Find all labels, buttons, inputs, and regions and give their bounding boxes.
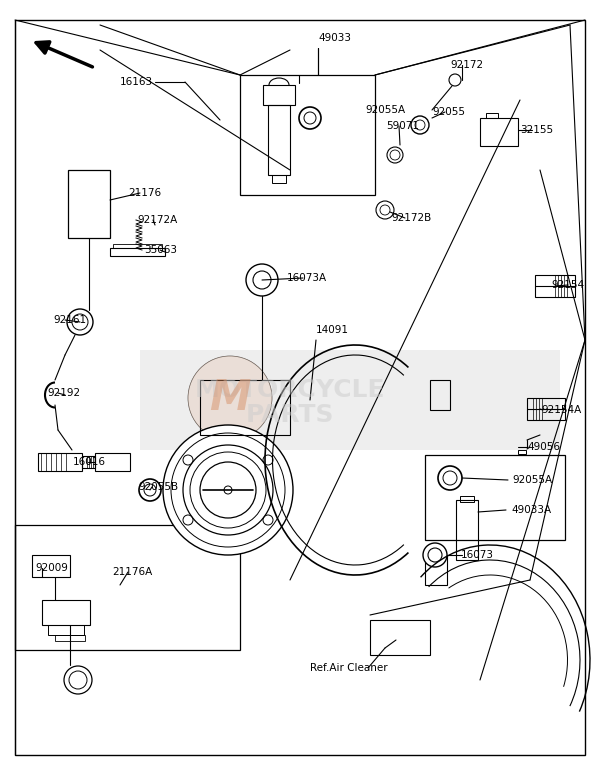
Circle shape: [224, 486, 232, 494]
Bar: [425, 555, 447, 585]
Circle shape: [304, 112, 316, 124]
Text: 35063: 35063: [144, 245, 177, 255]
Circle shape: [376, 201, 394, 219]
Bar: [55, 635, 85, 641]
Bar: [48, 625, 84, 635]
Bar: [110, 248, 165, 256]
Circle shape: [423, 543, 447, 567]
Text: 32155: 32155: [520, 125, 553, 135]
Text: 92172: 92172: [450, 60, 483, 70]
Text: MOTORCYCLE: MOTORCYCLE: [195, 378, 385, 402]
Bar: [370, 620, 430, 655]
Text: 21176A: 21176A: [112, 567, 152, 577]
Bar: [518, 450, 526, 454]
Text: 21176: 21176: [128, 188, 161, 198]
Bar: [140, 350, 560, 450]
Circle shape: [67, 309, 93, 335]
Bar: [82, 456, 95, 468]
Text: Ref.Air Cleaner: Ref.Air Cleaner: [310, 663, 388, 673]
Bar: [425, 455, 565, 540]
Circle shape: [246, 264, 278, 296]
Bar: [15, 525, 240, 650]
Circle shape: [139, 479, 161, 501]
Bar: [456, 500, 478, 560]
Text: 92055A: 92055A: [512, 475, 552, 485]
Bar: [480, 118, 518, 146]
Text: M: M: [209, 377, 251, 419]
Text: 92154: 92154: [551, 280, 584, 290]
Bar: [486, 113, 498, 118]
Bar: [272, 175, 286, 183]
Text: 92055B: 92055B: [138, 482, 178, 492]
Circle shape: [299, 107, 321, 129]
Text: 49056: 49056: [527, 442, 560, 452]
Text: 92055: 92055: [432, 107, 465, 117]
Text: PARTS: PARTS: [246, 403, 334, 427]
Text: 92192: 92192: [47, 388, 80, 398]
Bar: [460, 496, 474, 502]
Bar: [42, 600, 90, 625]
Text: 16073A: 16073A: [287, 273, 327, 283]
Text: 16073: 16073: [461, 550, 494, 560]
Bar: [38, 453, 82, 471]
Bar: [200, 380, 290, 435]
Text: 16163: 16163: [120, 77, 153, 87]
Text: 49033: 49033: [318, 33, 351, 43]
Circle shape: [200, 462, 256, 518]
Text: 92009: 92009: [35, 563, 68, 573]
Bar: [527, 398, 565, 420]
Text: 92161: 92161: [53, 315, 86, 325]
Circle shape: [438, 466, 462, 490]
Text: 92172B: 92172B: [391, 213, 431, 223]
Bar: [95, 453, 130, 471]
Text: 92154A: 92154A: [541, 405, 581, 415]
Text: 92055A: 92055A: [365, 105, 405, 115]
Bar: [535, 275, 575, 297]
Text: 92172A: 92172A: [137, 215, 177, 225]
Circle shape: [387, 147, 403, 163]
Circle shape: [163, 425, 293, 555]
Bar: [113, 244, 162, 248]
Circle shape: [411, 116, 429, 134]
Text: 14091: 14091: [316, 325, 349, 335]
Circle shape: [183, 445, 273, 535]
Text: 59071: 59071: [386, 121, 419, 131]
Text: 16016: 16016: [73, 457, 106, 467]
Bar: [268, 105, 290, 175]
Bar: [68, 170, 110, 238]
Text: 49033A: 49033A: [511, 505, 551, 515]
Bar: [240, 75, 375, 195]
Bar: [430, 380, 450, 410]
Bar: [263, 85, 295, 105]
Bar: [32, 555, 70, 577]
Circle shape: [188, 356, 272, 440]
Circle shape: [449, 74, 461, 86]
